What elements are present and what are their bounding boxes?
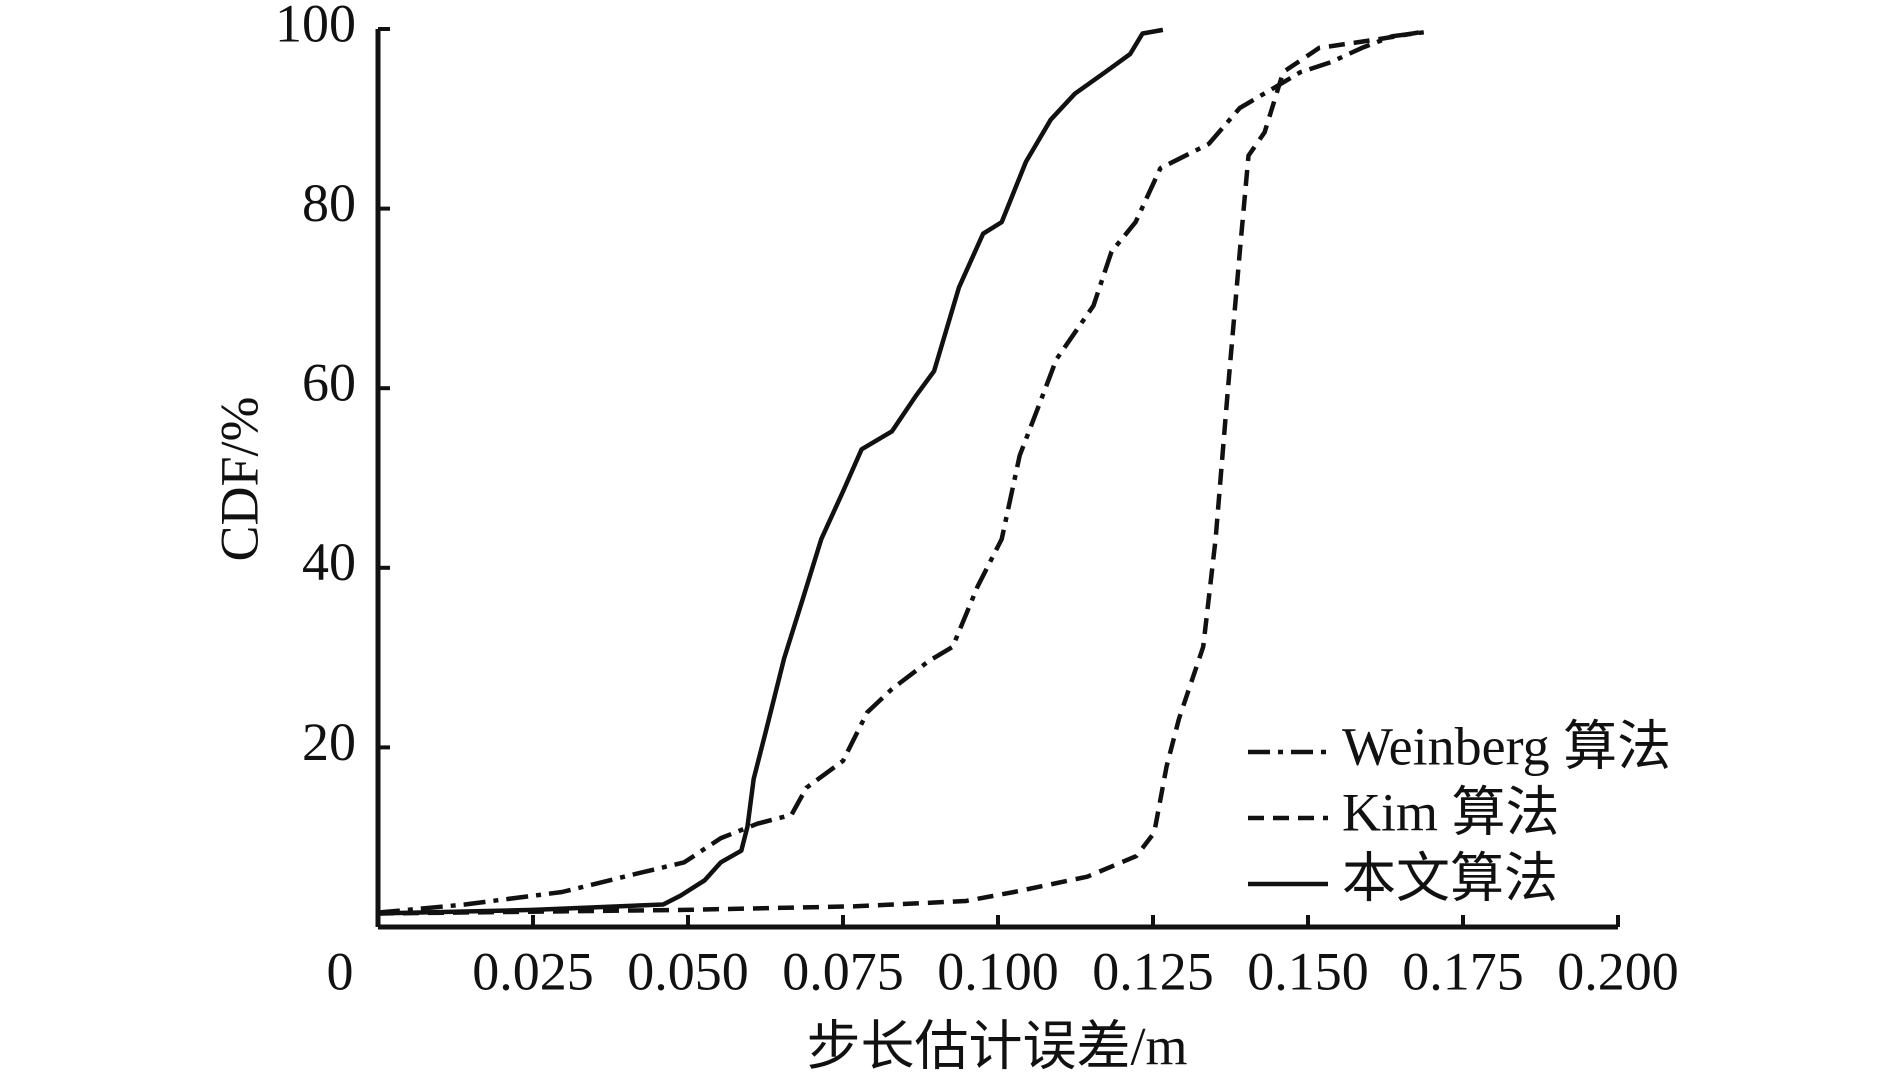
x-tick-label: 0.050: [627, 941, 749, 1001]
x-tick-label: 0.100: [937, 941, 1059, 1001]
x-tick-label: 0.175: [1402, 941, 1524, 1001]
x-tick-label: 0: [327, 941, 354, 1001]
x-tick-label: 0.075: [782, 941, 904, 1001]
x-tick-label: 0.150: [1247, 941, 1369, 1001]
x-axis-label: 步长估计误差/m: [806, 1016, 1187, 1076]
legend-label: Kim 算法: [1342, 782, 1560, 842]
y-tick-label: 40: [302, 532, 356, 592]
y-tick-label: 80: [302, 173, 356, 233]
x-tick-label: 0.125: [1092, 941, 1214, 1001]
y-axis-label: CDF/%: [209, 396, 269, 561]
x-tick-label: 0.025: [472, 941, 594, 1001]
y-tick-label: 100: [275, 0, 356, 53]
series-line: [377, 29, 1424, 916]
legend-label: Weinberg 算法: [1342, 716, 1671, 776]
legend-label: 本文算法: [1342, 848, 1558, 908]
series-line: [377, 29, 1430, 915]
series-line: [377, 27, 1164, 916]
x-tick-label: 0.200: [1557, 941, 1679, 1001]
y-tick-label: 20: [302, 712, 356, 772]
y-tick-label: 60: [302, 353, 356, 413]
